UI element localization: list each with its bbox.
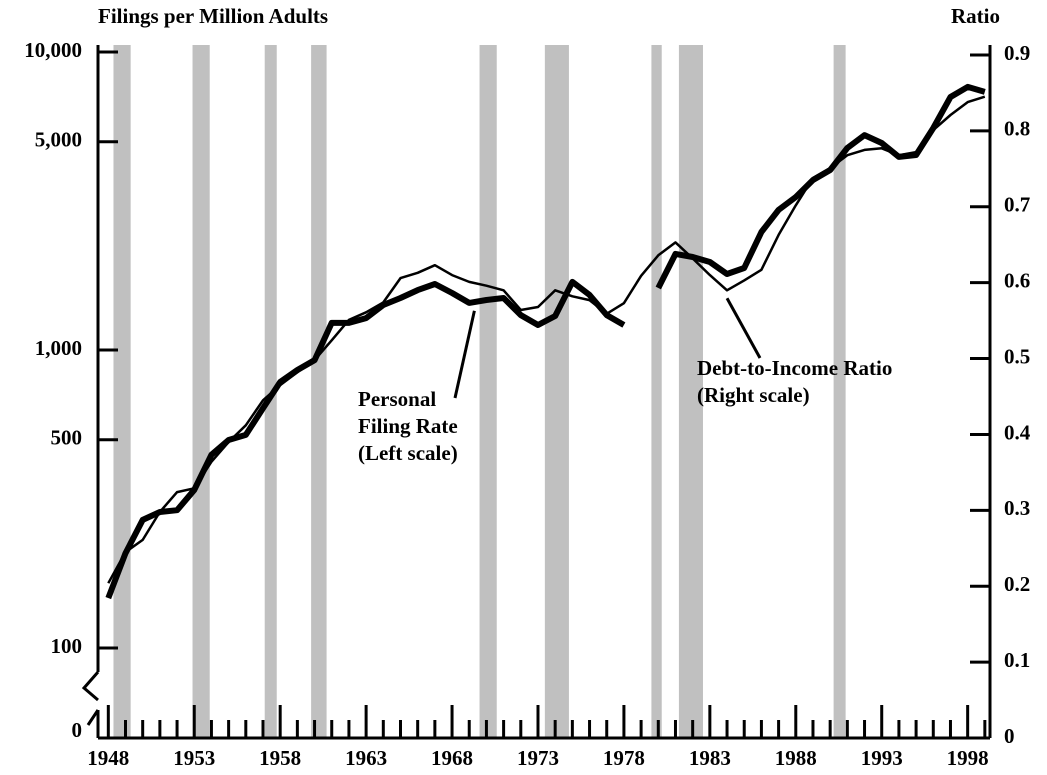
x-tick-label: 1993 <box>861 746 903 770</box>
y2-axis-label: Ratio <box>951 4 1000 28</box>
recession-band <box>544 45 569 738</box>
annotation-text: (Right scale) <box>697 383 810 407</box>
axis-break-lower <box>86 709 100 726</box>
y2-tick-label: 0.8 <box>1004 117 1030 141</box>
y-tick-label: 1,000 <box>35 336 82 360</box>
recession-band <box>651 45 662 738</box>
annotation-text: Personal <box>358 387 436 411</box>
y-tick-label: 100 <box>51 634 83 658</box>
annotation-text: Debt-to-Income Ratio <box>697 356 892 380</box>
y2-tick-label: 0.4 <box>1004 420 1031 444</box>
y2-tick-label: 0.9 <box>1004 41 1030 65</box>
x-tick-label: 1988 <box>775 746 817 770</box>
y-tick-label: 0 <box>72 718 83 742</box>
y-tick-label: 10,000 <box>24 38 82 62</box>
x-tick-label: 1968 <box>431 746 473 770</box>
recession-band <box>311 45 327 738</box>
y2-tick-label: 0.6 <box>1004 268 1030 292</box>
annotation-pointer <box>453 310 476 399</box>
recession-band <box>113 45 131 738</box>
recession-band <box>479 45 497 738</box>
y-tick-label: 500 <box>51 426 83 450</box>
annotation-pointer <box>725 297 762 359</box>
y2-tick-label: 0.3 <box>1004 496 1030 520</box>
x-tick-label: 1983 <box>689 746 731 770</box>
recession-band <box>678 45 703 738</box>
x-tick-label: 1953 <box>173 746 215 770</box>
y2-tick-label: 0.5 <box>1004 344 1030 368</box>
x-tick-label: 1948 <box>87 746 129 770</box>
x-tick-label: 1973 <box>517 746 559 770</box>
annotation-text: Filing Rate <box>358 414 458 438</box>
y-tick-label: 5,000 <box>35 128 82 152</box>
y-axis-label: Filings per Million Adults <box>98 4 328 28</box>
axis-break <box>81 671 100 702</box>
y2-tick-label: 0.1 <box>1004 648 1030 672</box>
y2-tick-label: 0.2 <box>1004 572 1030 596</box>
y2-tick-label: 0.7 <box>1004 193 1030 217</box>
x-tick-label: 1958 <box>259 746 301 770</box>
x-tick-label: 1998 <box>947 746 989 770</box>
recession-band <box>192 45 210 738</box>
x-tick-label: 1978 <box>603 746 645 770</box>
recession-band <box>833 45 846 738</box>
x-tick-label: 1963 <box>345 746 387 770</box>
annotation-text: (Left scale) <box>358 441 458 465</box>
y2-tick-label: 0 <box>1004 724 1015 748</box>
series-line <box>107 95 986 584</box>
